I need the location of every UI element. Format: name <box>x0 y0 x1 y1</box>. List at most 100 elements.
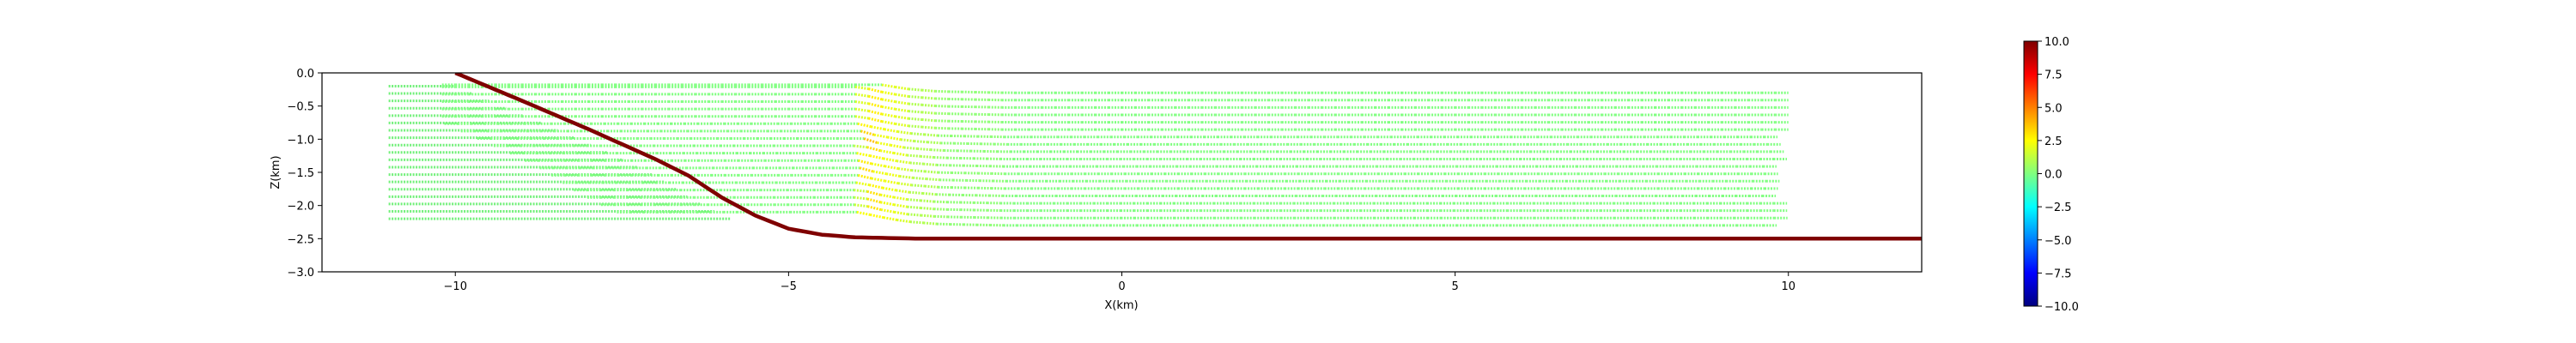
layer-hanging-10-seg <box>883 157 897 163</box>
layer-hanging-1-seg <box>921 96 936 100</box>
layer-hanging-7-seg <box>860 129 875 136</box>
layer-hanging-12-seg <box>872 170 887 176</box>
layer-hanging-0-seg <box>921 88 936 93</box>
layer-hanging-5-seg <box>868 117 883 123</box>
colorbar-tick-label: 10.0 <box>2044 36 2069 49</box>
y-tick-label: −2.5 <box>287 233 314 246</box>
layer-hanging-2-seg <box>895 100 909 105</box>
sediment-layers <box>388 83 1789 227</box>
layer-hanging-3-seg <box>881 105 896 111</box>
layer-hanging-2-seg <box>935 105 949 108</box>
layer-hanging-9-seg <box>880 149 895 154</box>
layer-hanging-11-seg <box>884 165 899 171</box>
layer-hanging-1-seg <box>881 90 896 96</box>
layer-hanging-13-seg <box>911 184 926 188</box>
x-tick-label: 5 <box>1451 280 1458 293</box>
layer-hanging-17-seg <box>934 214 948 219</box>
layer-hanging-17-seg <box>854 203 868 208</box>
layer-hanging-5-seg <box>881 120 896 125</box>
layer-hanging-18-seg <box>909 220 924 225</box>
layer-hanging-13-seg <box>871 177 885 183</box>
layer-hanging-2-seg <box>868 94 883 101</box>
layer-hanging-10-seg <box>923 162 937 166</box>
layer-hanging-3-seg <box>935 111 949 116</box>
layer-hanging-5-seg <box>921 125 936 129</box>
layer-hanging-11-seg <box>871 162 885 168</box>
layer-hanging-17-seg <box>907 213 921 217</box>
colorbar-tick-label: 7.5 <box>2044 69 2063 82</box>
layer-hanging-15-seg <box>854 189 868 193</box>
layer-hanging-15-seg <box>893 196 908 202</box>
layer-hanging-0-seg <box>895 85 909 91</box>
layer-hanging-7-seg <box>887 135 902 141</box>
layer-hanging-8-seg <box>903 146 918 150</box>
layer-hanging-4-seg <box>895 115 909 120</box>
y-tick-label: −2.0 <box>287 201 314 214</box>
layer-hanging-15-seg <box>920 199 934 203</box>
layer-hanging-18-seg <box>883 216 897 221</box>
layer-hanging-4-seg <box>881 112 896 118</box>
x-axis-label: X(km) <box>1104 299 1138 312</box>
layer-hanging-7-seg <box>927 141 941 145</box>
y-axis-label: Z(km) <box>270 155 283 189</box>
colorbar-tick-label: 0.0 <box>2044 169 2063 182</box>
layer-hanging-12-seg <box>899 175 914 179</box>
layer-hanging-0-seg <box>908 87 922 92</box>
layer-hanging-16-seg <box>866 197 881 204</box>
layer-hanging-1-seg <box>868 87 883 93</box>
layer-hanging-13-seg <box>857 173 872 180</box>
layer-hanging-10-seg <box>856 152 871 158</box>
y-tick-label: 0.0 <box>296 68 314 81</box>
y-tick-label: −0.5 <box>287 101 314 114</box>
x-axis-ticks: −10 −5 0 5 10 <box>444 272 1795 293</box>
layer-hanging-4-seg <box>868 109 883 116</box>
layer-hanging-18-seg <box>856 210 871 216</box>
layer-hanging-11-seg <box>911 169 926 173</box>
layer-hanging-9-seg <box>866 146 881 153</box>
layer-hanging-6-seg <box>871 125 885 131</box>
fault-trace-group <box>454 73 1922 241</box>
y-tick-label: −1.0 <box>287 134 314 147</box>
layer-hanging-12-seg <box>926 178 940 182</box>
layer-hanging-18-seg <box>923 221 938 226</box>
layer-hanging-2-seg <box>881 98 896 104</box>
layer-hanging-16-seg <box>854 196 868 201</box>
layer-hanging-6-seg <box>910 132 925 136</box>
layer-hanging-5-seg <box>935 126 949 130</box>
layer-hanging-8-seg <box>890 143 904 149</box>
layer-hanging-9-seg <box>893 152 908 157</box>
layer-hanging-14-seg <box>908 190 923 195</box>
layer-hanging-5-seg <box>895 122 909 128</box>
layer-hanging-6-seg <box>884 128 898 134</box>
layer-hanging-1-seg <box>908 94 922 99</box>
layer-hanging-18-seg <box>896 218 911 224</box>
layer-hanging-3-seg <box>921 111 936 115</box>
layer-hanging-10-seg <box>896 159 911 165</box>
layer-hanging-4-seg <box>921 117 936 123</box>
layer-hanging-18-seg <box>870 213 884 220</box>
layer-hanging-2-seg <box>908 102 922 106</box>
layer-hanging-14-seg <box>896 189 910 194</box>
layer-hanging-17-seg <box>920 214 935 218</box>
layer-hanging-0-seg <box>881 83 896 88</box>
colorbar-ticks: 10.0 7.5 5.0 2.5 0.0 −2.5 −5.0 −7.5 −10.0 <box>2038 36 2079 314</box>
layer-hanging-16-seg <box>880 201 895 207</box>
colorbar-tick-label: −5.0 <box>2044 235 2072 248</box>
colorbar-tick-label: −2.5 <box>2044 202 2072 214</box>
colorbar-tick-label: 5.0 <box>2044 102 2063 115</box>
layer-hanging-13-seg <box>924 184 939 189</box>
layer-hanging-5-seg <box>908 124 922 129</box>
layer-hanging-7-seg <box>873 133 888 139</box>
layer-hanging-9-seg <box>933 156 947 159</box>
layer-hanging-15-seg <box>880 193 895 199</box>
layer-hanging-10-seg <box>869 154 884 160</box>
layer-hanging-2-seg <box>854 93 869 98</box>
x-tick-label: 0 <box>1118 280 1125 293</box>
colorbar-tick-label: 2.5 <box>2044 135 2063 148</box>
layer-hanging-0-seg <box>935 89 949 93</box>
colorbar-tick-label: −10.0 <box>2044 301 2079 314</box>
y-tick-label: −3.0 <box>287 267 314 280</box>
layer-hanging-17-seg <box>880 208 895 214</box>
layer-hanging-1-seg <box>895 93 909 98</box>
y-axis-ticks: 0.0 −0.5 −1.0 −1.5 −2.0 −2.5 −3.0 <box>287 68 322 280</box>
